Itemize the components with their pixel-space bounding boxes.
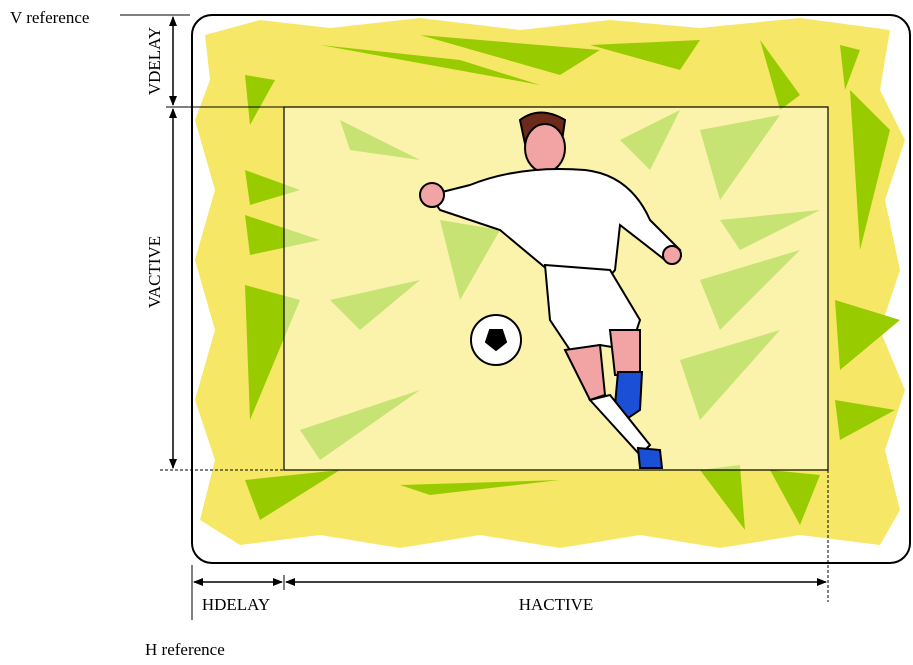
hdelay-label: HDELAY	[202, 595, 270, 614]
player-illustration	[419, 111, 682, 469]
vdelay-label: VDELAY	[145, 27, 164, 95]
h-reference-label: H reference	[145, 640, 225, 659]
green-shards	[245, 35, 900, 530]
vactive-label: VACTIVE	[145, 236, 164, 308]
hactive-label: HACTIVE	[519, 595, 594, 614]
frame	[191, 14, 911, 564]
dimension-lines	[120, 14, 829, 620]
v-reference-label: V reference	[10, 8, 89, 27]
